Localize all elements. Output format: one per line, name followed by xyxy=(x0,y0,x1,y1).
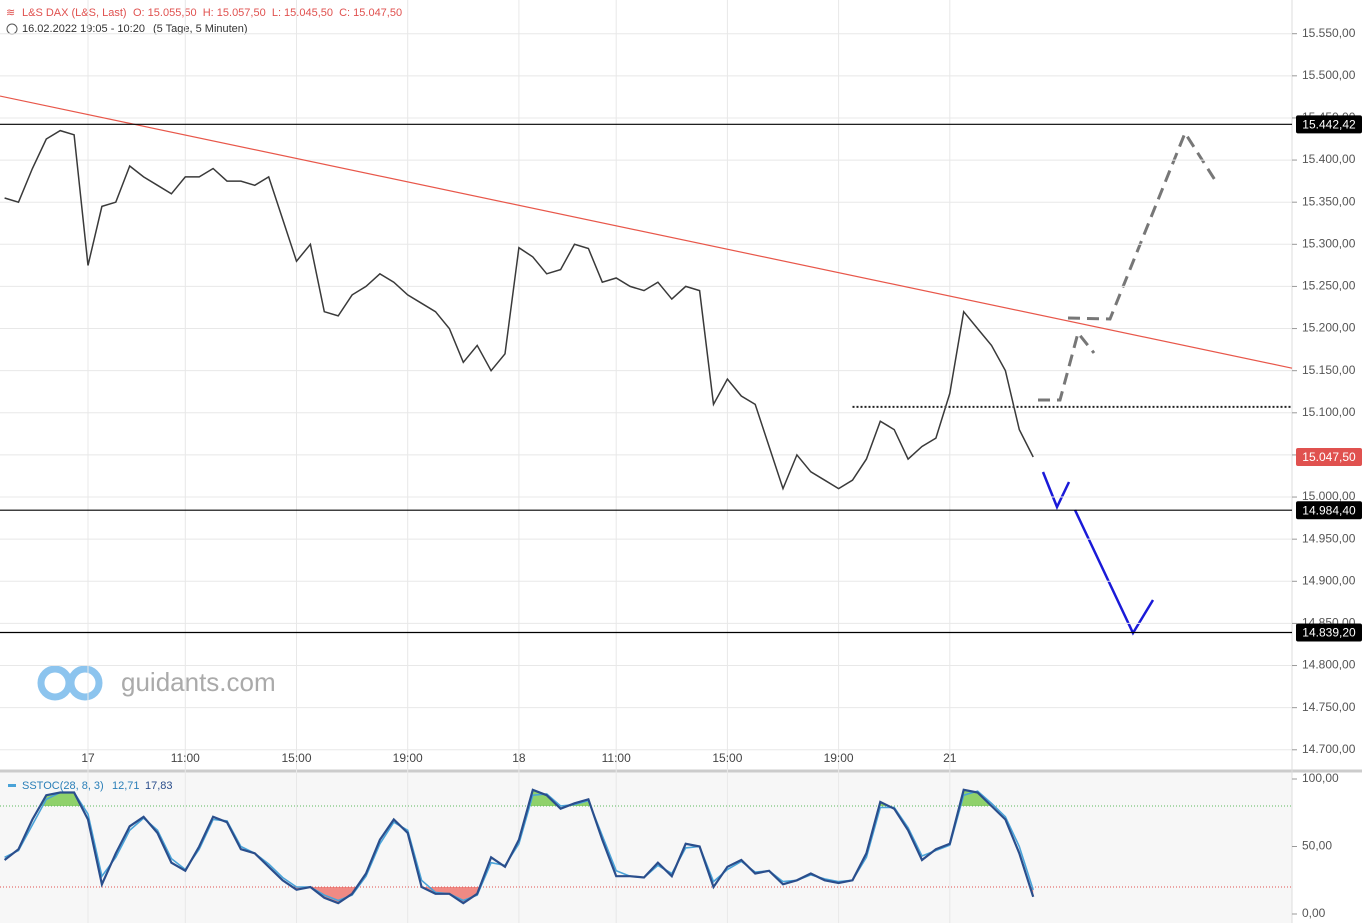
y-tick-label: 14.700,00 xyxy=(1302,742,1356,756)
trendline xyxy=(0,95,1293,369)
y-tick-label: 15.350,00 xyxy=(1302,194,1356,208)
instrument: L&S DAX (L&S, Last) xyxy=(22,7,127,19)
last-price-box xyxy=(1296,448,1362,467)
x-tick-label: 19:00 xyxy=(393,751,423,765)
logo-text: guidants.com xyxy=(121,667,276,697)
logo: guidants.com xyxy=(37,665,276,701)
y-tick-label: 15.500,00 xyxy=(1302,68,1356,82)
y-tick-label: 15.150,00 xyxy=(1302,363,1356,377)
y-tick-label: 50,00 xyxy=(1302,839,1332,853)
date-range: 16.02.2022 19:05 - 10:20 xyxy=(22,23,145,35)
y-tick-label: 14.800,00 xyxy=(1302,658,1356,672)
grid xyxy=(0,0,1292,923)
stoch-line xyxy=(4,790,1034,902)
legend-value: 17,83 xyxy=(145,780,173,792)
level-label: 14.839,20 xyxy=(1302,626,1356,640)
ohlc: O: 15.055,50 H: 15.057,50 L: 15.045,50 C… xyxy=(133,7,402,19)
y-tick-label: 14.750,00 xyxy=(1302,700,1356,714)
x-tick-label: 15:00 xyxy=(281,751,311,765)
x-tick-label: 18 xyxy=(512,751,526,765)
y-tick-label: 15.100,00 xyxy=(1302,405,1356,419)
symbol-icon: ≋ xyxy=(6,7,15,19)
stoch-line xyxy=(3,788,1035,905)
y-tick-label: 15.000,00 xyxy=(1302,489,1356,503)
projections xyxy=(1038,129,1217,636)
x-tick-label: 21 xyxy=(943,751,957,765)
projection-path xyxy=(1038,329,1096,402)
level-label: 14.984,40 xyxy=(1302,503,1356,517)
x-tick-label: 19:00 xyxy=(824,751,854,765)
y-tick-label: 14.900,00 xyxy=(1302,573,1356,587)
indicator-panel xyxy=(0,772,1292,923)
logo-ring xyxy=(67,665,103,701)
projection-path xyxy=(1041,471,1071,511)
indicator-title: SSTOC(28, 8, 3) xyxy=(22,780,104,792)
header: ≋ L&S DAX (L&S, Last) O: 15.055,50 H: 15… xyxy=(6,7,402,35)
projection-path xyxy=(1067,129,1217,321)
y-tick-label: 15.400,00 xyxy=(1302,152,1356,166)
y-tick-label: 15.300,00 xyxy=(1302,236,1356,250)
x-tick-label: 15:00 xyxy=(712,751,742,765)
level-label: 15.442,42 xyxy=(1302,118,1356,132)
period: (5 Tage, 5 Minuten) xyxy=(153,23,248,35)
x-tick-label: 17 xyxy=(81,751,95,765)
y-tick-label: 15.550,00 xyxy=(1302,26,1356,40)
x-tick-label: 11:00 xyxy=(171,751,200,765)
price-line xyxy=(4,129,1034,491)
level-label-box xyxy=(1296,623,1362,642)
x-tick-label: 11:00 xyxy=(602,751,631,765)
y-tick-label: 15.250,00 xyxy=(1302,279,1356,293)
y-tick-label: 100,00 xyxy=(1302,771,1339,785)
y-tick-label: 14.950,00 xyxy=(1302,531,1356,545)
level-label-box xyxy=(1296,501,1362,520)
level-label-box xyxy=(1296,115,1362,134)
y-tick-label: 0,00 xyxy=(1302,906,1326,920)
last-price-label: 15.047,50 xyxy=(1302,450,1356,464)
y-tick-label: 15.200,00 xyxy=(1302,321,1356,335)
legend-swatch xyxy=(8,784,16,787)
legend-value: 12,71 xyxy=(112,780,140,792)
